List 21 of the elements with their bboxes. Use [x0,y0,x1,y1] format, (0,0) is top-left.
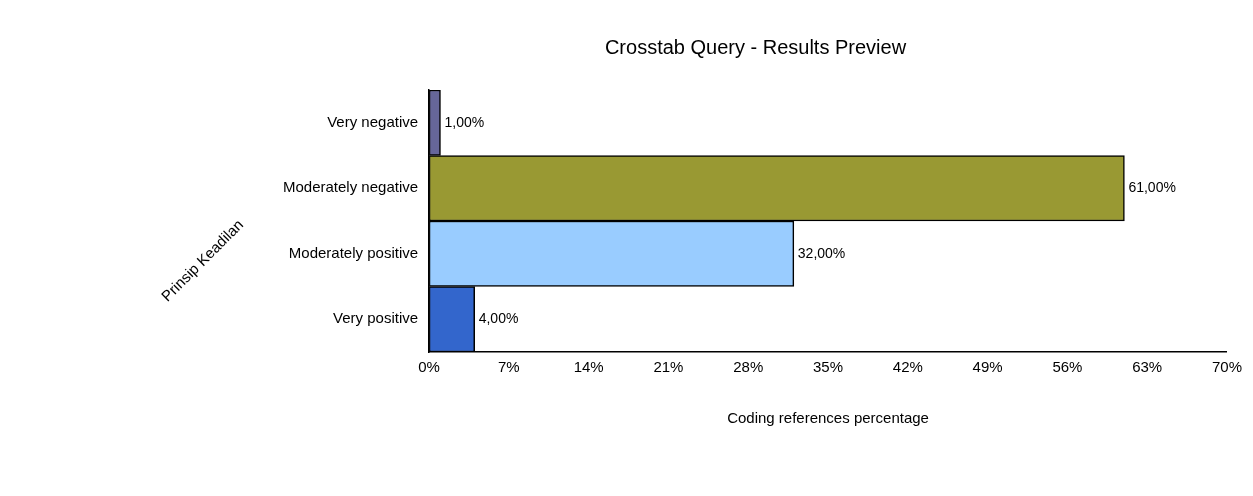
x-tick-label: 0% [418,358,440,376]
x-tick-label: 56% [1052,358,1083,376]
data-label: 1,00% [444,113,485,130]
x-tick-label: 49% [972,358,1003,376]
x-tick-label: 35% [813,358,844,376]
x-tick-label: 14% [573,358,604,376]
y-tick-label: Very positive [333,309,419,327]
data-label: 32,00% [797,244,846,261]
x-tick-label: 42% [892,358,923,376]
y-tick-label: Moderately positive [288,243,419,261]
data-label: 61,00% [1128,179,1176,196]
x-tick-label: 28% [733,358,764,376]
y-tick-label: Moderately negative [282,178,419,196]
x-tick-label: 70% [1211,358,1242,376]
x-tick-label: 21% [653,358,684,376]
data-label: 4,00% [478,310,519,327]
x-tick-label: 7% [498,358,520,376]
x-tick-label: 63% [1132,358,1163,376]
x-axis-title: Coding references percentage [727,409,929,427]
chart-title: Crosstab Query - Results Preview [604,35,907,58]
y-tick-label: Very negative [327,112,419,130]
